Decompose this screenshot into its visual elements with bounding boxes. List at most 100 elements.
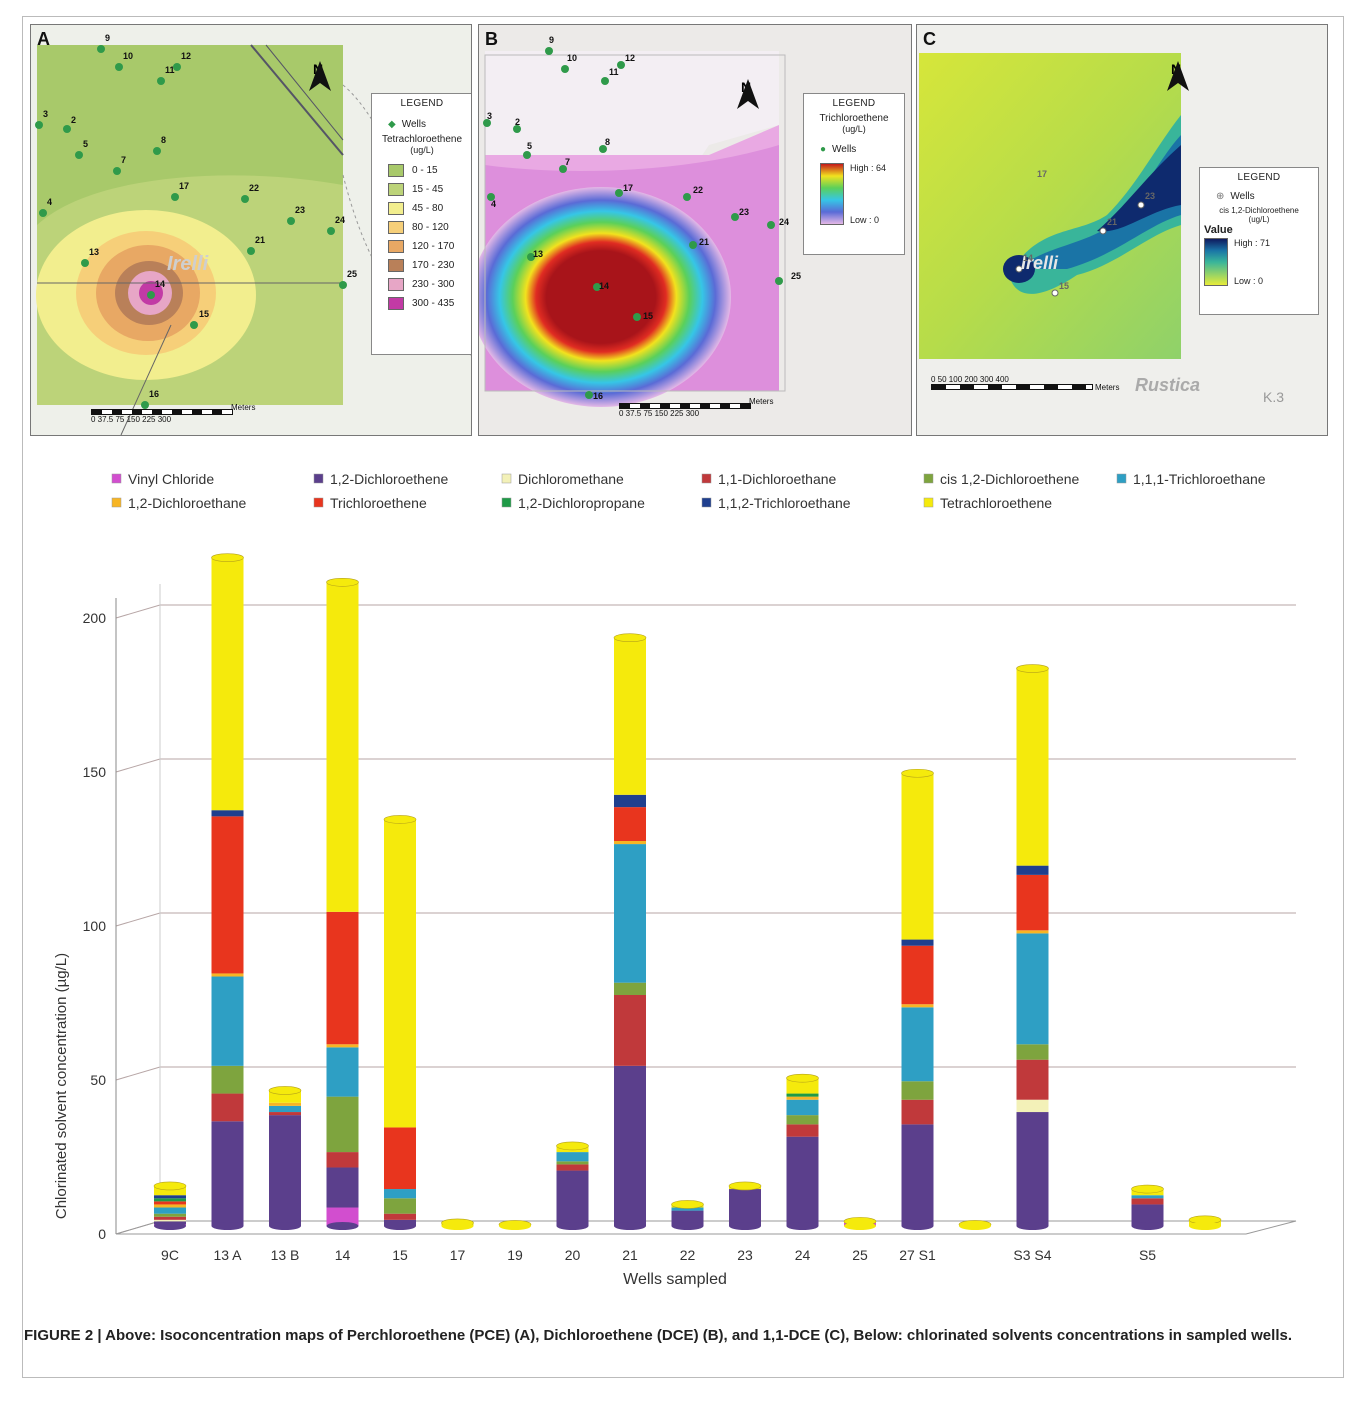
x-tick-label: 14 (335, 1247, 351, 1263)
figure-frame (22, 16, 1344, 1378)
well-label: 25 (347, 269, 358, 279)
well-label: 15 (1059, 281, 1070, 291)
chart-gridlines: 0 50 100 150 200 (83, 584, 1297, 1242)
x-tick-label: 23 (737, 1247, 753, 1263)
map-a-wells-label: Wells (401, 119, 426, 130)
legend-label: 1,1-Dichloroethane (718, 471, 837, 487)
bar-segment (211, 810, 244, 817)
legend-class-row: 170 - 230 (372, 256, 471, 275)
map-b-tce: B N LEGEND Trichloroethene (ug/L) ● Wells… (478, 24, 912, 436)
map-b-legend-title: LEGEND (832, 98, 876, 109)
bar-segment (786, 1115, 819, 1125)
map-c-unit: (ug/L) (1248, 215, 1270, 224)
well-label: 13 (89, 247, 100, 257)
bar-segment (556, 1170, 589, 1226)
map-a-letter: A (37, 29, 50, 49)
legend-swatch (111, 473, 122, 484)
bar-cap (671, 1200, 704, 1209)
bar-base (1189, 1222, 1221, 1230)
bar-segment (1131, 1204, 1164, 1226)
chart-tick-labels: 9C 13 A 13 B 14 15 17 19 20 21 22 23 24 25 27 S1 S3 S4… (161, 1247, 1156, 1263)
legend-class-label: 15 - 45 (412, 184, 444, 195)
map-a-wells (35, 45, 347, 409)
well-label: 21 (255, 235, 266, 245)
legend-class-label: 0 - 15 (412, 165, 438, 176)
bar-segment (901, 1099, 934, 1125)
chart-legend: Vinyl Chloride 1,2-Dichloroethene Dichloro… (111, 471, 1266, 511)
legend-class-swatch (388, 183, 404, 196)
bar-segment (211, 1093, 244, 1122)
legend-class-row: 15 - 45 (372, 180, 471, 199)
bar-segment (154, 1195, 186, 1199)
bar-segment (211, 976, 244, 1066)
legend-class-label: 170 - 230 (412, 260, 455, 271)
bar-segment (614, 794, 646, 808)
bar-segment (614, 995, 646, 1066)
bar-segment (1016, 933, 1049, 1045)
legend-swatch (501, 473, 512, 484)
x-tick-label: 22 (680, 1247, 696, 1263)
bar-segment (614, 982, 646, 995)
bar-segment (901, 1124, 934, 1226)
bar-segment (154, 1185, 186, 1196)
well-label: 16 (593, 391, 604, 401)
legend-label: 1,1,2-Trichloroethane (718, 495, 851, 511)
x-tick-label: 15 (392, 1247, 408, 1263)
map-c-place-label: Irelli (1021, 253, 1059, 273)
bar-base (211, 1222, 244, 1230)
map-b-letter: B (485, 29, 498, 49)
well-label: 24 (335, 215, 346, 225)
gridline-depth (115, 1066, 161, 1081)
map-c-value-label: Value (1204, 224, 1233, 236)
bar-base (326, 1222, 359, 1230)
bar-cap (728, 1181, 762, 1191)
north-arrow-icon (737, 79, 759, 109)
legend-swatch (1116, 473, 1127, 484)
map-c-scale-unit: Meters (1095, 383, 1120, 392)
bar-base (499, 1222, 531, 1230)
bar-segment (326, 1044, 359, 1048)
map-a-scale-ticks: 0 37.5 75 150 225 300 (91, 415, 172, 424)
legend-class-label: 45 - 80 (412, 203, 444, 214)
bar-segment (154, 1207, 186, 1214)
legend-label: Trichloroethene (330, 495, 427, 511)
bar-segment (729, 1189, 761, 1226)
map-b-wells-label: Wells (832, 144, 857, 155)
bar-cap (1131, 1184, 1164, 1194)
map-c-low: Low : 0 (1234, 276, 1264, 286)
map-a-legend-title: LEGEND (400, 98, 444, 109)
bar-segment (671, 1207, 704, 1211)
map-b-substance: Trichloroethene (819, 113, 889, 124)
well-label: 2 (71, 115, 77, 125)
map-a-legend: LEGEND ◆ Wells Tetrachloroethene (ug/L) 0… (371, 93, 471, 355)
bar-base (441, 1222, 474, 1230)
bar-cap (1016, 664, 1049, 673)
bar-segment (384, 1127, 416, 1190)
well-label: 17 (1037, 169, 1048, 179)
well-label: 16 (149, 389, 160, 399)
bar-cap (901, 768, 934, 778)
legend-class-row: 120 - 170 (372, 237, 471, 256)
bar-segment (786, 1078, 819, 1094)
map-b-north-arrow: N (737, 79, 759, 109)
bar-segment (1016, 874, 1049, 931)
legend-label: Dichloromethane (518, 471, 624, 487)
map-c-legend: LEGEND ⊕ Wells cis 1,2-Dichloroethene (ug… (1199, 167, 1319, 315)
well-label: 11 (165, 65, 175, 75)
well-label: 22 (693, 185, 704, 195)
map-c-wells-label: Wells (1230, 191, 1255, 202)
bar-segment (1016, 1059, 1049, 1100)
map-b-low: Low : 0 (850, 215, 880, 225)
well-label: 12 (181, 51, 192, 61)
x-axis-title: Wells sampled (623, 1271, 727, 1288)
figure-caption: FIGURE 2 | Above: Isoconcentration maps … (24, 1326, 1324, 1346)
bar-cap (556, 1141, 589, 1151)
bar-segment (326, 1152, 359, 1168)
bar-segment (326, 1207, 359, 1226)
well-label: 7 (121, 155, 127, 165)
bar-segment (326, 1047, 359, 1097)
bar-segment (154, 1201, 186, 1205)
bar-cap (613, 633, 647, 643)
well-label: 9 (105, 33, 111, 43)
bar-segment (901, 1007, 934, 1082)
